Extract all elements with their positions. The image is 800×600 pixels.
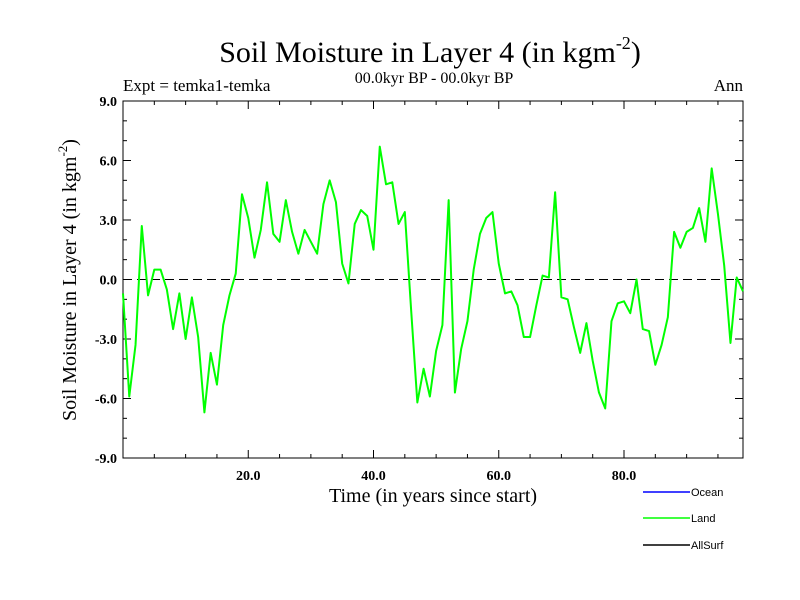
legend: Ocean Land AllSurf bbox=[643, 487, 724, 552]
x-tick-label: 20.0 bbox=[236, 469, 261, 484]
y-tick-label: 0.0 bbox=[100, 274, 118, 289]
time-range-label: 00.0kyr BP - 00.0kyr BP bbox=[355, 70, 514, 87]
y-tick-label: 9.0 bbox=[100, 95, 118, 110]
chart-title: Soil Moisture in Layer 4 (in kgm-2) bbox=[219, 33, 641, 69]
land-series-line bbox=[122, 145, 744, 414]
y-tick-label: 3.0 bbox=[100, 214, 118, 229]
season-label: Ann bbox=[714, 76, 744, 95]
y-axis-labels: 9.0 6.0 3.0 0.0 -3.0 -6.0 -9.0 bbox=[95, 95, 117, 467]
legend-label-allsurf: AllSurf bbox=[691, 540, 724, 552]
y-tick-label: 6.0 bbox=[100, 155, 118, 170]
experiment-label: Expt = temka1-temka bbox=[123, 76, 271, 95]
x-axis-labels: 20.0 40.0 60.0 80.0 bbox=[236, 469, 636, 484]
x-axis-title: Time (in years since start) bbox=[329, 485, 537, 507]
y-axis-title: Soil Moisture in Layer 4 (in kgm-2) bbox=[55, 139, 81, 421]
axis-ticks bbox=[122, 100, 743, 459]
x-tick-label: 80.0 bbox=[612, 469, 637, 484]
y-tick-label: -6.0 bbox=[95, 393, 117, 408]
y-tick-label: -9.0 bbox=[95, 452, 117, 467]
x-tick-label: 60.0 bbox=[487, 469, 512, 484]
x-tick-label: 40.0 bbox=[361, 469, 386, 484]
legend-label-ocean: Ocean bbox=[691, 487, 723, 499]
y-tick-label: -3.0 bbox=[95, 333, 117, 348]
legend-label-land: Land bbox=[691, 513, 715, 525]
